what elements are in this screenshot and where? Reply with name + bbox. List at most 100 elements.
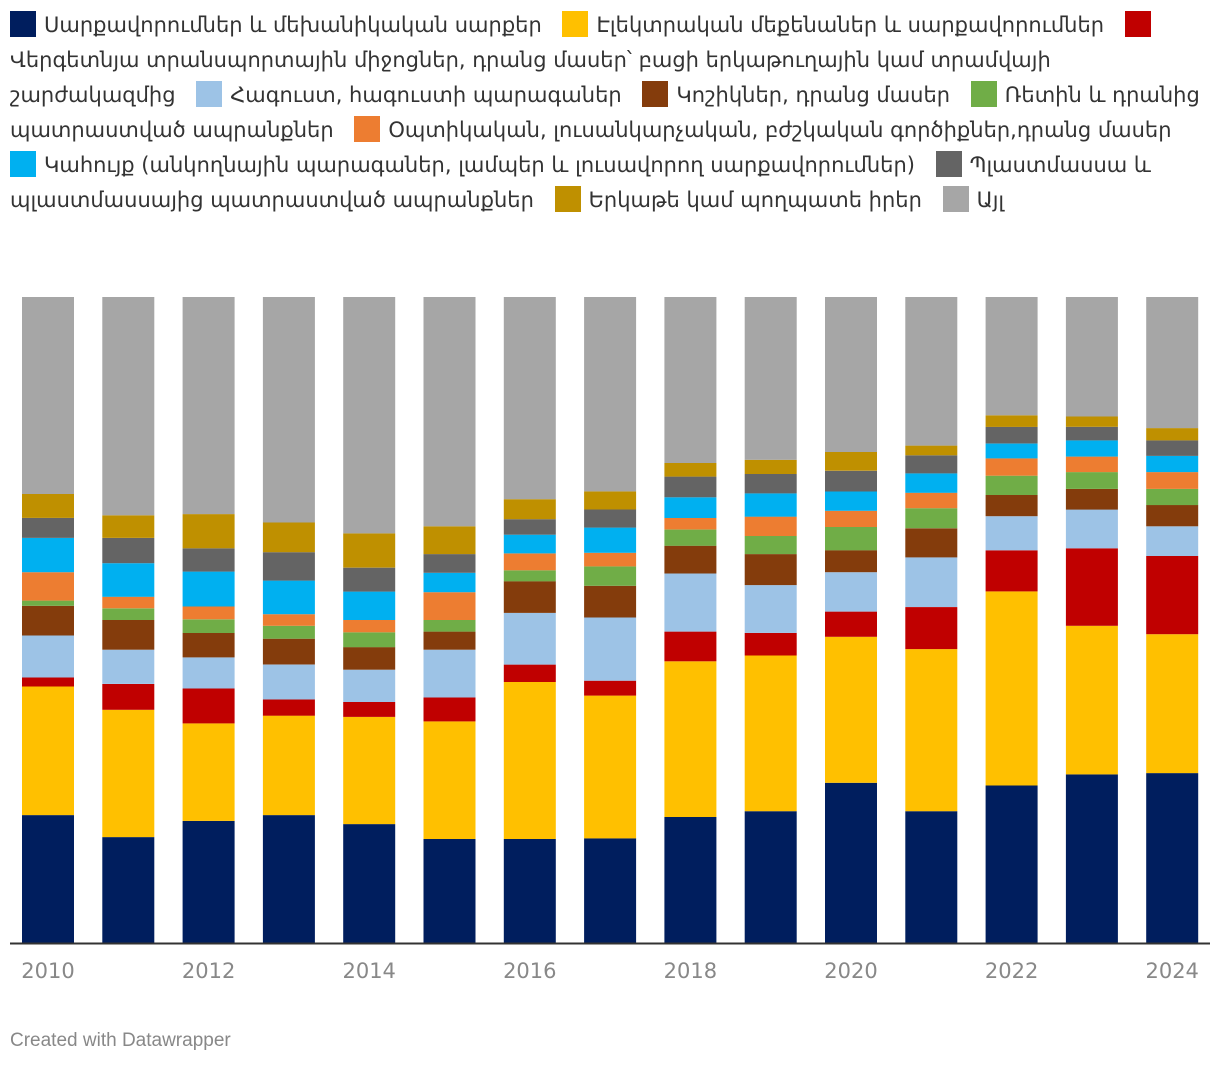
bar-segment-2012-9 [182, 514, 235, 549]
bar-segment-2022-3 [985, 516, 1038, 551]
bar-segment-2014-2 [343, 702, 396, 717]
legend-label: Սարքավորումներ և մեխանիկական սարքեր [44, 13, 542, 37]
footer-credit: Created with Datawrapper [10, 1030, 231, 1051]
bar-segment-2013-9 [262, 522, 315, 553]
bar-segment-2019-5 [744, 536, 797, 555]
bar-segment-2010-8 [22, 517, 74, 538]
bar-segment-2024-0 [1146, 773, 1199, 943]
bar-segment-2022-8 [985, 426, 1038, 444]
bar-segment-2012-10 [182, 297, 235, 515]
bar-segment-2023-10 [1065, 297, 1118, 417]
bar-segment-2016-7 [503, 534, 556, 554]
bar-segment-2018-0 [664, 817, 717, 943]
bar-segment-2013-8 [262, 552, 315, 581]
bar-segment-2023-9 [1065, 416, 1118, 427]
bar-segment-2015-2 [423, 697, 476, 722]
bar-segment-2022-6 [985, 458, 1038, 476]
stacked-bar-chart: 2010 2012 2014 2016 2018 2020 2022 2024 [10, 297, 1210, 983]
bar-segment-2017-8 [584, 509, 637, 528]
bar-segment-2011-0 [102, 837, 155, 943]
legend-swatch [935, 151, 962, 177]
bar-segment-2020-5 [825, 527, 877, 551]
bar-segment-2024-1 [1146, 634, 1199, 774]
bar-segment-2012-4 [182, 632, 235, 658]
bar-segment-2011-1 [102, 709, 155, 838]
bar-segment-2019-2 [744, 632, 797, 656]
bar-segment-2018-6 [664, 517, 717, 530]
legend-item: Պլաստմասսա և պլաստմասսայից պատրաստված ապ… [10, 151, 1151, 212]
bar-segment-2020-4 [825, 550, 877, 573]
legend-label: Հագուստ, հագուստի պարագաներ [230, 83, 622, 107]
bar-segment-2010-3 [22, 635, 74, 678]
bar-segment-2015-10 [423, 297, 476, 527]
bar-segment-2023-7 [1065, 440, 1118, 457]
bar-segment-2016-8 [503, 519, 556, 535]
bar-segment-2011-10 [102, 297, 155, 516]
x-tick-label: 2010 [21, 959, 74, 983]
legend-swatch [1124, 11, 1151, 37]
legend-label: Երկաթե կամ պողպատե իրեր [588, 188, 922, 212]
bar-segment-2023-5 [1065, 472, 1118, 489]
bar-segment-2017-7 [584, 527, 637, 553]
bar-segment-2015-4 [423, 631, 476, 650]
bar-segment-2019-1 [744, 655, 797, 812]
bar-segment-2024-3 [1146, 526, 1199, 556]
bar-segment-2022-1 [985, 591, 1038, 786]
bar-segment-2017-3 [584, 617, 637, 681]
bar-segment-2011-6 [102, 596, 155, 609]
bar-segment-2014-0 [343, 824, 396, 943]
bar-segment-2010-0 [22, 815, 74, 943]
bar-segment-2016-10 [503, 297, 556, 500]
bar-segment-2010-2 [22, 677, 74, 687]
bar-segment-2016-3 [503, 612, 556, 665]
bar-segment-2014-3 [343, 669, 396, 702]
bar-segment-2018-8 [664, 476, 717, 498]
bar-segment-2019-10 [744, 297, 797, 460]
bar-segment-2016-4 [503, 581, 556, 613]
bar-segment-2010-10 [22, 297, 74, 494]
bar-segment-2020-8 [825, 470, 877, 492]
bar-segment-2019-0 [744, 811, 797, 943]
legend-swatch [970, 81, 997, 107]
bar-segment-2010-1 [22, 686, 74, 816]
bar-segment-2024-2 [1146, 556, 1199, 635]
x-tick-label: 2020 [824, 959, 877, 983]
bar-segment-2020-3 [825, 572, 877, 612]
bar-segment-2015-7 [423, 572, 476, 593]
legend-swatch [354, 116, 381, 142]
bar-segment-2014-9 [343, 533, 396, 568]
bar-segment-2013-1 [262, 715, 315, 816]
bar-segment-2018-2 [664, 631, 717, 662]
bar-segment-2024-7 [1146, 455, 1199, 473]
bar-segment-2021-9 [905, 445, 958, 456]
bar-segment-2021-4 [905, 528, 958, 558]
bar-segment-2012-8 [182, 548, 235, 572]
bar-segment-2013-4 [262, 638, 315, 665]
bar-segment-2014-10 [343, 297, 396, 534]
legend-item: Երկաթե կամ պողպատե իրեր [554, 186, 922, 212]
bar-segment-2024-4 [1146, 505, 1199, 527]
legend-item: Ռետին և դրանից պատրաստված ապրանքներ [10, 81, 1200, 142]
bar-segment-2020-0 [825, 782, 877, 943]
bar-segment-2012-1 [182, 723, 235, 821]
bar-segment-2010-5 [22, 600, 74, 606]
legend-item: Կոշիկներ, դրանց մասեր [642, 81, 950, 107]
bar-segment-2014-5 [343, 632, 396, 648]
bar-segment-2023-3 [1065, 509, 1118, 549]
bar-segment-2022-10 [985, 297, 1038, 416]
bar-segment-2017-0 [584, 838, 637, 943]
bar-segment-2011-8 [102, 538, 155, 564]
bar-segment-2021-2 [905, 607, 958, 650]
bar-segment-2016-9 [503, 499, 556, 520]
x-tick-label: 2016 [503, 959, 556, 983]
bar-segment-2024-5 [1146, 488, 1199, 506]
bar-segment-2011-4 [102, 620, 155, 650]
bar-segment-2019-4 [744, 554, 797, 586]
bar-segment-2012-5 [182, 619, 235, 633]
bar-segment-2023-8 [1065, 426, 1118, 441]
bar-segment-2018-7 [664, 497, 717, 518]
bar-segment-2019-6 [744, 516, 797, 536]
legend-swatch [10, 151, 36, 177]
bar-segment-2013-2 [262, 699, 315, 716]
legend-label: Օպտիկական, լուսանկարչական, բժշկական գործ… [388, 118, 1172, 142]
